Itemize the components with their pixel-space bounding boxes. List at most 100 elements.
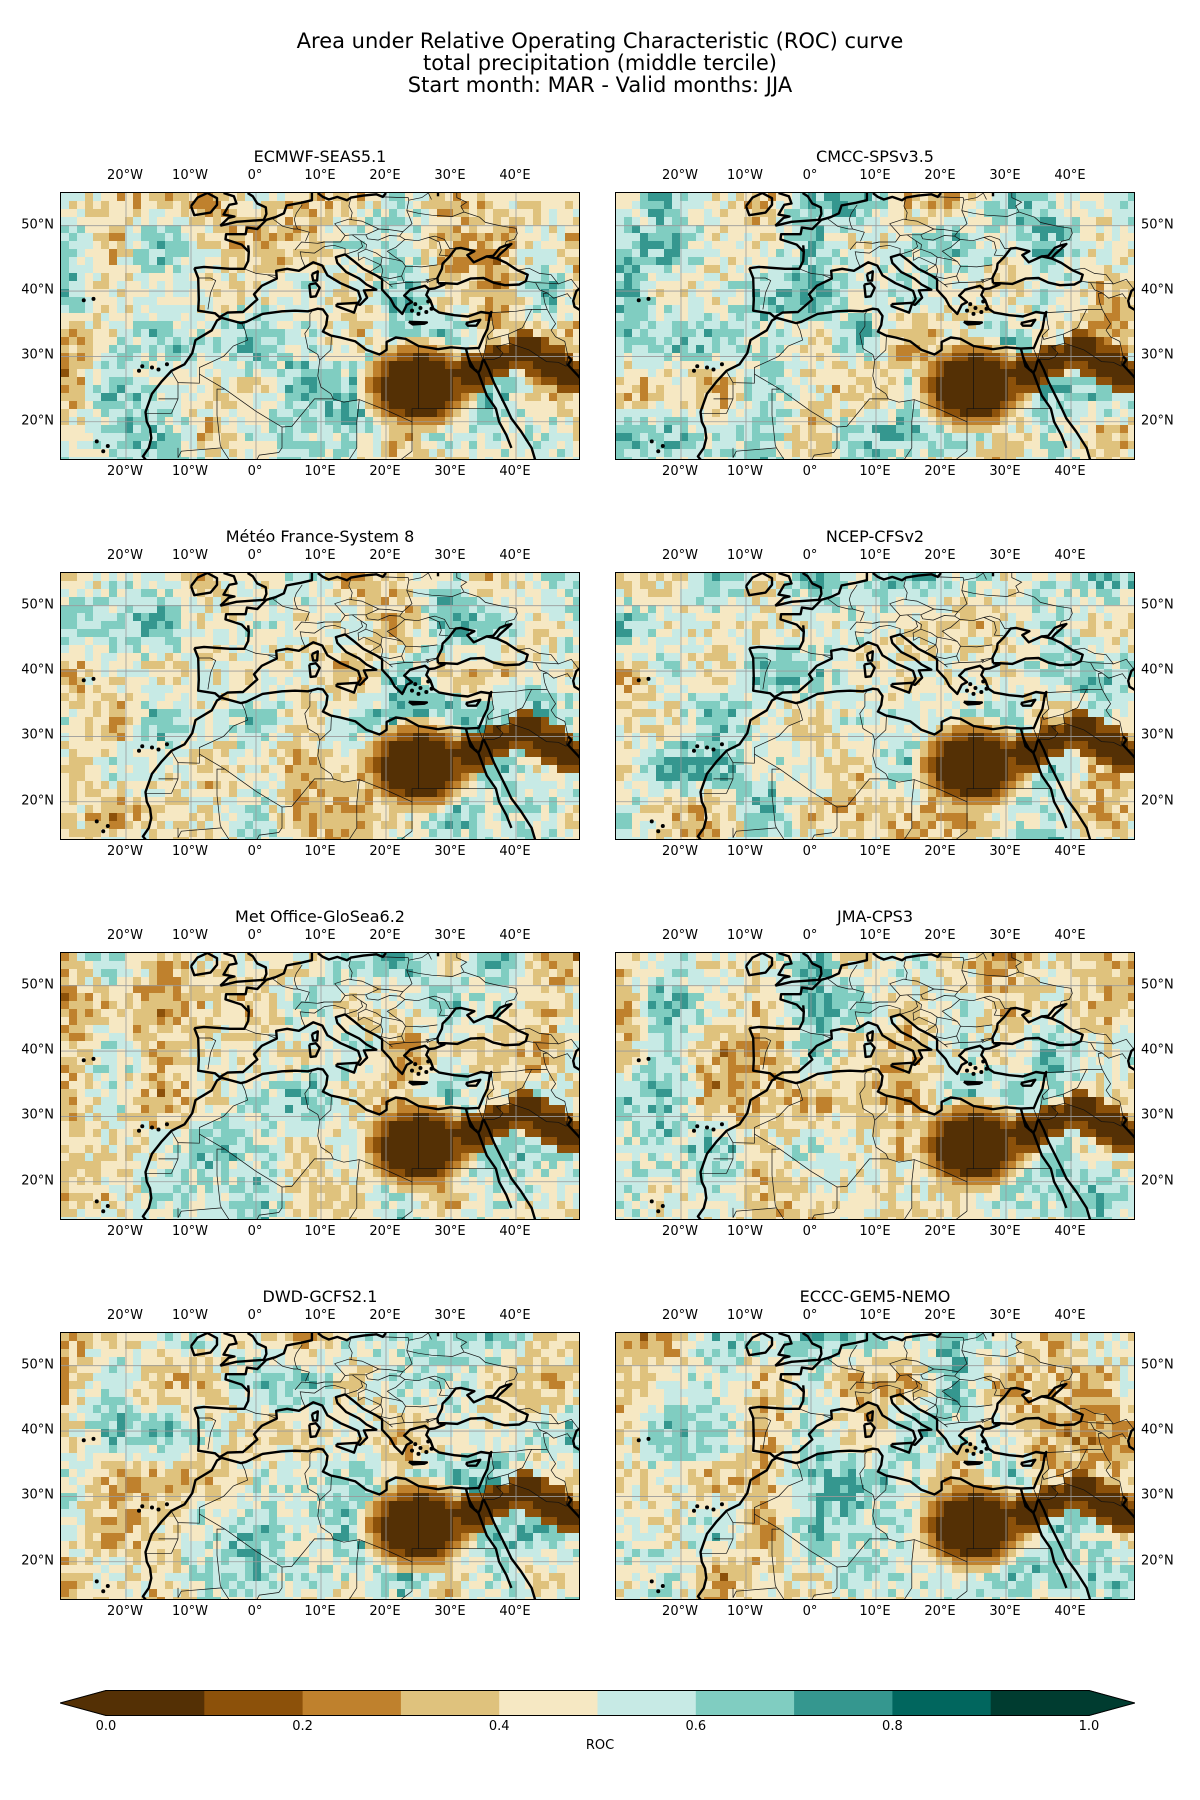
island bbox=[719, 362, 724, 367]
coastline bbox=[890, 301, 914, 314]
longitude-tick-label: 10°W bbox=[172, 464, 208, 479]
longitude-tick-label: 40°E bbox=[499, 1604, 531, 1619]
map-panel: JMA-CPS3 20°W 20°W 10°W 10°W 0° 0° 10°E 10°E 20°E… bbox=[615, 907, 1174, 1239]
latitude-tick-label: 40°N bbox=[1141, 1042, 1174, 1058]
panel-title: NCEP-CFSv2 bbox=[825, 527, 925, 546]
country-border bbox=[352, 234, 406, 241]
longitude-tick-label: 40°E bbox=[1054, 464, 1086, 479]
panel-title: DWD-GCFS2.1 bbox=[262, 1287, 378, 1306]
country-border bbox=[177, 1587, 222, 1598]
longitude-tick-label: 10°E bbox=[304, 548, 336, 563]
country-border bbox=[1090, 1042, 1103, 1054]
coastline bbox=[744, 953, 774, 977]
country-border bbox=[198, 1417, 217, 1450]
island bbox=[646, 1056, 651, 1061]
country-border bbox=[963, 1333, 984, 1341]
island bbox=[656, 1589, 661, 1594]
coastline bbox=[890, 1441, 914, 1454]
coastline bbox=[1021, 1495, 1033, 1512]
coastline bbox=[477, 1499, 485, 1514]
longitude-tick-label: 20°E bbox=[924, 464, 956, 479]
country-border bbox=[508, 309, 532, 335]
island bbox=[719, 1502, 724, 1507]
country-border bbox=[1064, 342, 1124, 367]
colorbar-segment bbox=[695, 1690, 795, 1716]
country-border bbox=[1072, 1407, 1115, 1425]
latitude-tick-label: 30°N bbox=[1141, 1107, 1174, 1123]
coastline bbox=[865, 1410, 874, 1422]
coastline bbox=[428, 282, 446, 291]
coastline bbox=[983, 662, 1001, 671]
map-panel: NCEP-CFSv2 20°W 20°W 10°W 10°W 0° 0° 10°E 10°E 20… bbox=[615, 527, 1174, 859]
coastline bbox=[572, 1047, 579, 1071]
country-border bbox=[425, 657, 439, 663]
country-border bbox=[888, 778, 974, 803]
country-border bbox=[1042, 1449, 1103, 1476]
coastline bbox=[963, 1080, 984, 1086]
island bbox=[646, 1436, 651, 1441]
island bbox=[91, 676, 96, 681]
country-border bbox=[936, 1039, 948, 1048]
country-border bbox=[888, 398, 974, 423]
country-border bbox=[535, 662, 548, 674]
latitude-tick-label: 30°N bbox=[21, 1107, 54, 1123]
country-border bbox=[334, 1358, 379, 1370]
country-border bbox=[198, 1037, 217, 1070]
country-border bbox=[1011, 573, 1023, 593]
roc-field bbox=[61, 1333, 579, 1599]
country-border bbox=[334, 1363, 346, 1376]
country-border bbox=[428, 1375, 456, 1389]
country-border bbox=[509, 722, 569, 747]
country-border bbox=[293, 204, 303, 230]
coastline bbox=[247, 1005, 250, 1012]
latitude-tick-label: 20°N bbox=[1141, 413, 1174, 429]
island bbox=[140, 744, 145, 749]
latitude-tick-label: 40°N bbox=[21, 1042, 54, 1058]
country-border bbox=[244, 648, 277, 656]
island bbox=[81, 678, 86, 683]
country-border bbox=[889, 218, 934, 230]
coastline bbox=[220, 953, 268, 987]
country-border bbox=[349, 399, 360, 459]
country-border bbox=[198, 657, 217, 690]
latitude-tick-label: 20°N bbox=[21, 413, 54, 429]
country-border bbox=[266, 654, 277, 659]
coastline bbox=[194, 573, 314, 651]
map-panel: CMCC-SPSv3.5 20°W 20°W 10°W 10°W 0° 0° 10°E 10°E… bbox=[615, 147, 1174, 479]
country-border bbox=[827, 598, 865, 622]
coastline bbox=[408, 320, 429, 326]
island bbox=[705, 365, 709, 370]
country-border bbox=[425, 1417, 439, 1423]
country-border bbox=[389, 660, 430, 665]
title-line-2: total precipitation (middle tercile) bbox=[423, 51, 777, 75]
island bbox=[660, 1583, 665, 1588]
country-border bbox=[319, 336, 332, 361]
longitude-tick-label: 10°W bbox=[172, 1224, 208, 1239]
country-border bbox=[389, 1040, 430, 1045]
country-border bbox=[700, 1522, 734, 1554]
coastline bbox=[335, 1441, 359, 1454]
coastline bbox=[436, 1386, 529, 1427]
country-border bbox=[799, 268, 832, 276]
coastline bbox=[749, 573, 869, 651]
longitude-tick-label: 0° bbox=[247, 464, 263, 479]
country-border bbox=[408, 573, 429, 581]
island bbox=[105, 1203, 110, 1208]
country-border bbox=[406, 1350, 518, 1386]
longitude-tick-label: 40°E bbox=[499, 844, 531, 859]
country-border bbox=[365, 1368, 404, 1377]
figure-title: Area under Relative Operating Characteri… bbox=[0, 30, 1200, 96]
island bbox=[137, 1128, 141, 1133]
country-border bbox=[487, 689, 548, 716]
coastline bbox=[744, 573, 774, 597]
country-border bbox=[425, 1037, 439, 1043]
island bbox=[979, 689, 984, 694]
coastline bbox=[1127, 1047, 1134, 1071]
country-border bbox=[915, 240, 938, 258]
coastline bbox=[1032, 1499, 1040, 1514]
longitude-tick-label: 0° bbox=[802, 464, 818, 479]
roc-field bbox=[616, 1333, 1134, 1599]
country-border bbox=[456, 193, 468, 213]
longitude-tick-label: 10°E bbox=[859, 464, 891, 479]
